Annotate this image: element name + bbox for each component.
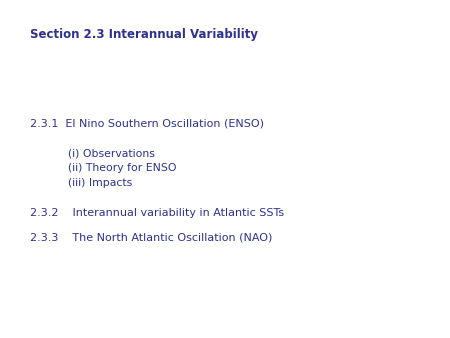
Text: (ii) Theory for ENSO: (ii) Theory for ENSO bbox=[68, 163, 176, 173]
Text: Section 2.3 Interannual Variability: Section 2.3 Interannual Variability bbox=[30, 28, 258, 41]
Text: 2.3.1  El Nino Southern Oscillation (ENSO): 2.3.1 El Nino Southern Oscillation (ENSO… bbox=[30, 118, 264, 128]
Text: 2.3.2    Interannual variability in Atlantic SSTs: 2.3.2 Interannual variability in Atlanti… bbox=[30, 208, 284, 218]
Text: (i) Observations: (i) Observations bbox=[68, 148, 155, 158]
Text: (iii) Impacts: (iii) Impacts bbox=[68, 178, 132, 188]
Text: 2.3.3    The North Atlantic Oscillation (NAO): 2.3.3 The North Atlantic Oscillation (NA… bbox=[30, 233, 272, 243]
